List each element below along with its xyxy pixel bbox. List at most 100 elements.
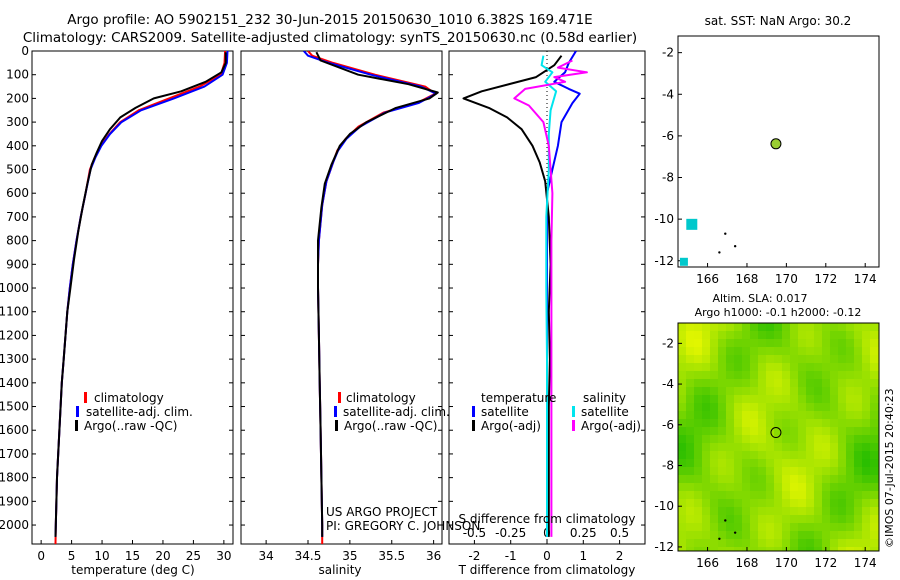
depth-tick-label: 800 — [6, 234, 29, 248]
sla-cell — [822, 459, 830, 467]
sla-cell — [766, 547, 774, 551]
sla-cell — [702, 531, 710, 539]
sla-cell — [766, 331, 774, 339]
sla-map-ytick-label: -4 — [662, 377, 674, 391]
sla-cell — [822, 331, 830, 339]
sla-cell — [734, 387, 742, 395]
sla-cell — [854, 363, 862, 371]
sla-cell — [702, 355, 710, 363]
sla-cell — [710, 411, 718, 419]
sla-cell — [774, 523, 782, 531]
sla-cell — [686, 531, 694, 539]
sla-cell — [822, 475, 830, 483]
sla-cell — [814, 347, 822, 355]
sla-cell — [870, 347, 878, 355]
sla-cell — [798, 523, 806, 531]
sla-cell — [806, 547, 814, 551]
sla-cell — [806, 347, 814, 355]
sla-cell — [854, 483, 862, 491]
sla-cell — [814, 475, 822, 483]
sla-cell — [734, 499, 742, 507]
sla-cell — [774, 363, 782, 371]
sla-cell — [734, 443, 742, 451]
sla-cell — [702, 347, 710, 355]
sla-cell — [854, 443, 862, 451]
sla-cell — [870, 395, 878, 403]
sla-cell — [830, 547, 838, 551]
sla-cell — [782, 539, 790, 547]
sla-cell — [694, 435, 702, 443]
sla-cell — [806, 363, 814, 371]
sla-cell — [742, 443, 750, 451]
sla-cell — [870, 435, 878, 443]
sla-cell — [726, 347, 734, 355]
difference-xtick-label: 0 — [543, 549, 551, 563]
sla-cell — [726, 371, 734, 379]
sla-cell — [718, 451, 726, 459]
sla-cell — [806, 379, 814, 387]
depth-tick-label: 1800 — [0, 471, 29, 485]
sla-cell — [742, 339, 750, 347]
sla-cell — [694, 347, 702, 355]
sla-cell — [766, 339, 774, 347]
sla-cell — [870, 523, 878, 531]
sla-cell — [782, 347, 790, 355]
sla-cell — [734, 419, 742, 427]
sla-cell — [814, 403, 822, 411]
sla-cell — [814, 547, 822, 551]
sla-cell — [790, 355, 798, 363]
sla-cell — [750, 459, 758, 467]
sla-cell — [798, 339, 806, 347]
sla-cell — [742, 523, 750, 531]
sla-cell — [742, 371, 750, 379]
sla-cell — [862, 331, 870, 339]
sla-cell — [686, 443, 694, 451]
sla-cell — [734, 483, 742, 491]
sla-cell — [686, 523, 694, 531]
sla-cell — [750, 435, 758, 443]
sla-cell — [870, 547, 878, 551]
sla-cell — [702, 395, 710, 403]
sla-cell — [782, 395, 790, 403]
sla-map-island-mark — [718, 537, 721, 540]
sla-cell — [862, 339, 870, 347]
sla-cell — [838, 363, 846, 371]
sla-cell — [766, 451, 774, 459]
sla-cell — [806, 419, 814, 427]
sla-cell — [742, 507, 750, 515]
sla-cell — [694, 371, 702, 379]
sla-cell — [718, 419, 726, 427]
sla-cell — [686, 347, 694, 355]
sla-cell — [726, 323, 734, 331]
sla-cell — [870, 355, 878, 363]
sla-cell — [830, 443, 838, 451]
sla-cell — [726, 435, 734, 443]
sla-cell — [814, 491, 822, 499]
sla-cell — [830, 379, 838, 387]
sla-cell — [718, 387, 726, 395]
sla-cell — [678, 523, 686, 531]
sla-cell — [774, 331, 782, 339]
sst-map-ytick-label: -8 — [662, 171, 674, 185]
sla-cell — [830, 515, 838, 523]
sla-cell — [774, 427, 782, 435]
legend-swatch-climatology — [84, 392, 87, 403]
sla-cell — [814, 443, 822, 451]
sla-cell — [790, 403, 798, 411]
depth-tick-label: 1900 — [0, 494, 29, 508]
sla-cell — [766, 539, 774, 547]
sla-cell — [750, 427, 758, 435]
sla-cell — [758, 403, 766, 411]
sla-cell — [734, 547, 742, 551]
sla-cell — [846, 403, 854, 411]
sla-cell — [798, 467, 806, 475]
sst-map-xtick-label: 168 — [736, 272, 759, 286]
sla-cell — [790, 547, 798, 551]
sla-cell — [734, 467, 742, 475]
temperature-plot-frame — [31, 50, 234, 545]
sla-cell — [694, 451, 702, 459]
sla-cell — [710, 387, 718, 395]
sla-cell — [702, 379, 710, 387]
sla-cell — [830, 499, 838, 507]
